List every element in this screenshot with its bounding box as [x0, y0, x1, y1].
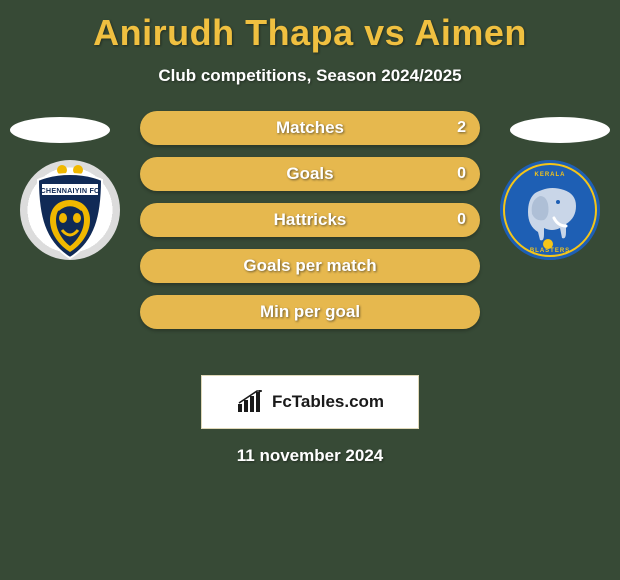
- watermark-box: FcTables.com: [202, 376, 418, 428]
- left-club-badge: CHENNAIYIN FC: [20, 160, 120, 260]
- svg-text:BLASTERS: BLASTERS: [530, 248, 570, 254]
- subtitle: Club competitions, Season 2024/2025: [0, 66, 620, 86]
- kerala-blasters-crest-icon: KERALA BLASTERS: [500, 160, 600, 260]
- stat-bar: Goals per match: [140, 249, 480, 283]
- watermark-text: FcTables.com: [272, 392, 384, 412]
- bar-chart-icon: [236, 390, 266, 414]
- comparison-stage: CHENNAIYIN FC KERALA BLASTERS: [0, 114, 620, 374]
- right-club-badge: KERALA BLASTERS: [500, 160, 600, 260]
- stat-value-right: 0: [457, 165, 466, 183]
- stat-value-right: 2: [457, 119, 466, 137]
- date-label: 11 november 2024: [0, 446, 620, 466]
- stat-label: Hattricks: [274, 210, 347, 230]
- stat-label: Goals: [286, 164, 333, 184]
- svg-text:KERALA: KERALA: [535, 172, 566, 178]
- stat-label: Min per goal: [260, 302, 360, 322]
- stat-bar: Matches 2: [140, 111, 480, 145]
- left-player-photo-placeholder: [10, 117, 110, 143]
- stat-bars: Matches 2 Goals 0 Hattricks 0 Goals per …: [140, 111, 480, 341]
- stat-bar: Hattricks 0: [140, 203, 480, 237]
- stat-bar: Min per goal: [140, 295, 480, 329]
- page-title: Anirudh Thapa vs Aimen: [0, 0, 620, 54]
- chennaiyin-fc-crest-icon: CHENNAIYIN FC: [20, 160, 120, 260]
- stat-bar: Goals 0: [140, 157, 480, 191]
- svg-text:CHENNAIYIN FC: CHENNAIYIN FC: [41, 186, 100, 195]
- stat-label: Goals per match: [243, 256, 376, 276]
- stat-value-right: 0: [457, 211, 466, 229]
- stat-label: Matches: [276, 118, 344, 138]
- right-player-photo-placeholder: [510, 117, 610, 143]
